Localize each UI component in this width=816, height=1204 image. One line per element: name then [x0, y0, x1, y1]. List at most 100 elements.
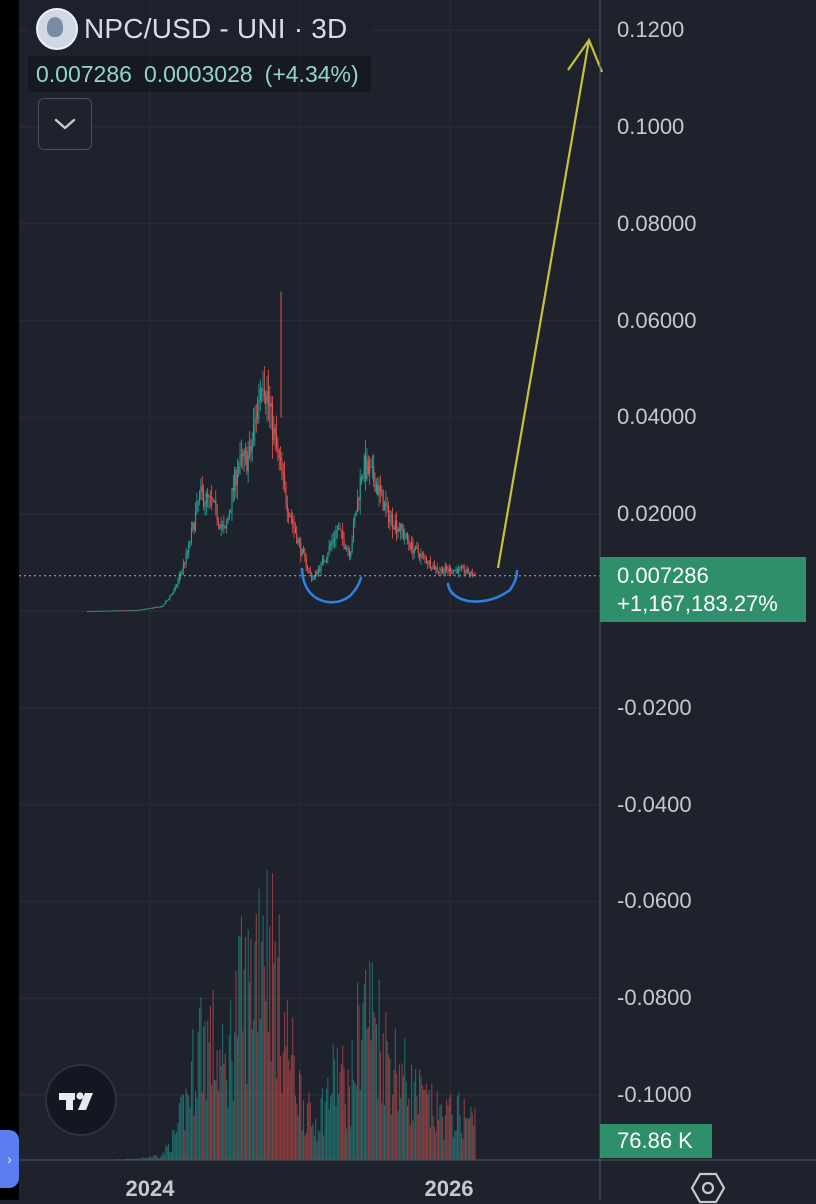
- candle-body: [443, 571, 444, 574]
- gear-hexagon-icon[interactable]: [690, 1172, 726, 1204]
- candle-body: [285, 485, 286, 503]
- candle-body: [338, 528, 339, 529]
- candle-body: [423, 554, 424, 555]
- candle-body: [306, 557, 307, 567]
- volume-bar: [260, 1019, 261, 1160]
- candle-body: [175, 587, 176, 590]
- candle-body: [236, 470, 237, 486]
- volume-bar: [180, 1097, 181, 1160]
- volume-bar: [183, 1095, 184, 1160]
- candle-body: [250, 446, 251, 451]
- volume-bar: [474, 1108, 475, 1160]
- candle-body: [165, 601, 166, 603]
- volume-bar: [254, 941, 255, 1160]
- volume-bar: [442, 1117, 443, 1160]
- volume-bar: [292, 1018, 293, 1160]
- volume-bar: [377, 1099, 378, 1160]
- volume-bar: [244, 970, 245, 1160]
- volume-bar: [438, 1120, 439, 1160]
- volume-bar: [173, 1129, 174, 1160]
- volume-bar: [161, 1155, 162, 1160]
- candle-body: [190, 542, 191, 543]
- candle-body: [142, 609, 143, 610]
- volume-bar: [211, 1085, 212, 1160]
- candle-body: [398, 529, 399, 532]
- candle-body: [439, 571, 440, 572]
- chevron-down-icon: [53, 117, 77, 131]
- price-tick-label: 0.06000: [617, 308, 697, 334]
- candle-body: [356, 512, 357, 516]
- volume-bar: [447, 1106, 448, 1160]
- volume-bar: [231, 1062, 232, 1160]
- candle-body: [414, 550, 415, 553]
- candle-body: [318, 569, 319, 574]
- candle-body: [227, 518, 228, 523]
- candle-body: [94, 611, 95, 612]
- volume-bar: [464, 1099, 465, 1160]
- candle-body: [260, 389, 261, 400]
- volume-bar: [310, 1103, 311, 1160]
- tradingview-logo-icon[interactable]: [45, 1064, 117, 1136]
- candle-body: [160, 606, 161, 607]
- candle-body: [114, 610, 115, 611]
- volume-bar: [339, 1072, 340, 1160]
- volume-bar: [345, 1104, 346, 1160]
- volume-bar: [466, 1118, 467, 1160]
- candle-body: [184, 563, 185, 564]
- volume-bar: [350, 1127, 351, 1160]
- candle-body: [264, 389, 265, 396]
- volume-bar: [200, 997, 201, 1160]
- price-tick-label: 0.02000: [617, 501, 697, 527]
- candle-body: [134, 610, 135, 611]
- volume-bar: [272, 873, 273, 1160]
- volume-bar: [290, 1070, 291, 1160]
- candle-body: [87, 611, 88, 612]
- volume-bar: [153, 1155, 154, 1160]
- candle-body: [103, 611, 104, 612]
- candle-body: [182, 570, 183, 573]
- candle-body: [292, 519, 293, 524]
- legend-collapse-button[interactable]: [38, 98, 92, 150]
- volume-bar: [258, 889, 259, 1160]
- symbol-row[interactable]: NPC/USD - UNI · 3D: [28, 4, 371, 54]
- volume-bar: [376, 1024, 377, 1160]
- volume-bar: [398, 1111, 399, 1160]
- candle-body: [296, 533, 297, 543]
- candle-body: [265, 396, 266, 402]
- volume-bar: [379, 980, 380, 1160]
- candle-body: [472, 571, 473, 576]
- candle-body: [369, 467, 370, 474]
- candle-body: [393, 528, 394, 530]
- candle-body: [223, 525, 224, 527]
- volume-bar: [268, 1032, 269, 1160]
- candle-body: [202, 486, 203, 492]
- candle-body: [372, 466, 373, 467]
- price-tick-label: 0.04000: [617, 404, 697, 430]
- candle-body: [176, 585, 177, 586]
- volume-bar: [295, 1096, 296, 1160]
- candle-body: [113, 610, 114, 611]
- candle-body: [317, 572, 318, 575]
- candle-body: [211, 497, 212, 500]
- volume-bar: [240, 937, 241, 1160]
- candle-body: [118, 610, 119, 611]
- candle-body: [319, 569, 320, 570]
- candle-body: [420, 554, 421, 559]
- volume-bar: [358, 1005, 359, 1160]
- candle-body: [238, 466, 239, 473]
- volume-bar: [416, 1096, 417, 1160]
- volume-bar: [341, 1064, 342, 1160]
- candle-body: [133, 610, 134, 611]
- change-pct-value: (+4.34%): [265, 61, 359, 88]
- candle-body: [427, 563, 428, 564]
- volume-bar: [210, 1006, 211, 1160]
- candle-body: [271, 403, 272, 407]
- candle-body: [345, 547, 346, 549]
- candle-body: [217, 504, 218, 520]
- volume-bar: [308, 1092, 309, 1160]
- volume-bar: [218, 1091, 219, 1160]
- candle-body: [412, 542, 413, 554]
- candle-body: [206, 493, 207, 503]
- candle-body: [447, 569, 448, 571]
- volume-bar: [426, 1084, 427, 1160]
